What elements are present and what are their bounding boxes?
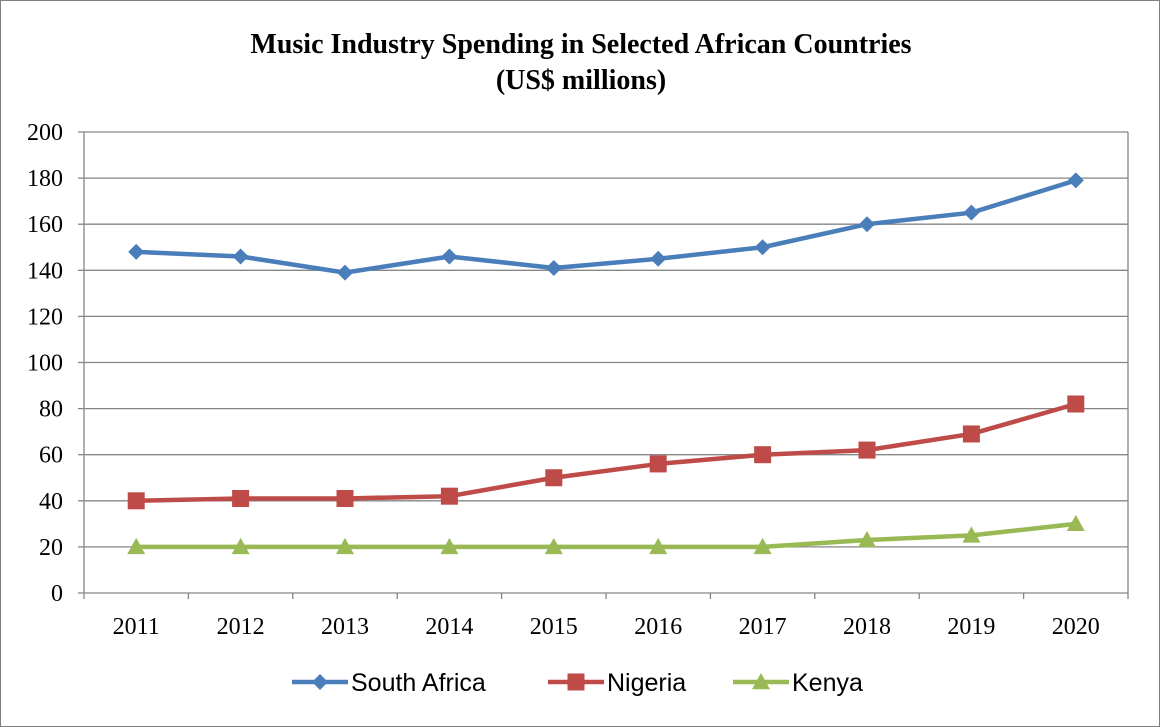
legend-marker-kenya <box>752 673 770 690</box>
y-tick-label: 140 <box>27 258 63 284</box>
legend-item-south-africa: South Africa <box>292 669 486 697</box>
axes <box>78 131 1129 599</box>
data-point-kenya <box>544 537 563 555</box>
data-point-nigeria <box>232 489 250 507</box>
x-tick-label: 2015 <box>530 614 578 640</box>
data-point-nigeria <box>127 492 145 510</box>
x-tick-labels: 2011 2012 2013 2014 2015 2016 2017 2018 2019 2020 <box>113 614 1100 640</box>
data-point-kenya <box>336 537 354 555</box>
data-point-south-africa <box>754 239 771 256</box>
series-line-south-africa <box>133 178 1079 275</box>
legend-marker-nigeria <box>567 673 585 691</box>
y-tick-label: 180 <box>27 166 63 192</box>
data-point-nigeria <box>440 487 458 505</box>
y-tick-label: 200 <box>27 120 63 146</box>
y-tick-label: 60 <box>39 443 63 469</box>
x-tick-label: 2011 <box>113 614 160 640</box>
data-point-south-africa <box>337 264 353 281</box>
x-tick-label: 2017 <box>739 614 787 640</box>
legend: South Africa Nigeria Kenya <box>292 669 863 697</box>
x-tick-label: 2012 <box>217 614 265 640</box>
data-point-kenya <box>649 537 668 555</box>
y-tick-label: 80 <box>39 397 63 423</box>
legend-label-south-africa: South Africa <box>351 669 486 697</box>
data-point-south-africa <box>1067 172 1084 189</box>
data-point-south-africa <box>232 248 249 265</box>
y-tick-label: 40 <box>39 489 63 515</box>
data-point-south-africa <box>441 248 458 265</box>
legend-label-kenya: Kenya <box>792 669 863 697</box>
data-point-nigeria <box>336 489 354 507</box>
y-tick-label: 120 <box>27 304 63 330</box>
data-point-nigeria <box>1067 395 1085 413</box>
x-tick-label: 2014 <box>425 614 473 640</box>
data-point-kenya <box>962 526 981 543</box>
legend-item-nigeria: Nigeria <box>548 669 686 697</box>
series-kenya <box>127 514 1085 555</box>
gridlines <box>84 131 1128 548</box>
y-tick-label: 100 <box>27 351 63 377</box>
series-line-nigeria <box>133 401 1079 504</box>
x-tick-label: 2020 <box>1052 614 1100 640</box>
series-nigeria <box>127 395 1085 510</box>
series-line-kenya <box>133 521 1079 550</box>
data-point-nigeria <box>649 455 667 473</box>
data-point-nigeria <box>858 441 876 459</box>
data-point-kenya <box>440 537 459 555</box>
y-tick-labels: 0 20 40 60 80 100 120 140 160 180 200 <box>27 120 63 607</box>
data-point-kenya <box>127 537 146 555</box>
data-point-kenya <box>858 530 876 548</box>
data-point-nigeria <box>754 446 772 464</box>
y-tick-label: 0 <box>51 581 63 607</box>
data-point-south-africa <box>545 259 562 276</box>
series-south-africa <box>128 172 1084 281</box>
data-point-south-africa <box>128 243 145 260</box>
chart-title: Music Industry Spending in Selected Afri… <box>250 29 912 60</box>
x-tick-label: 2018 <box>843 614 891 640</box>
legend-label-nigeria: Nigeria <box>607 669 686 697</box>
data-point-nigeria <box>962 425 980 443</box>
data-point-south-africa <box>963 204 980 221</box>
data-point-south-africa <box>650 250 667 267</box>
data-point-south-africa <box>859 216 875 233</box>
series-layer <box>127 172 1085 555</box>
x-tick-label: 2016 <box>634 614 682 640</box>
legend-item-kenya: Kenya <box>733 669 863 697</box>
y-tick-label: 160 <box>27 212 63 238</box>
y-tick-label: 20 <box>39 535 63 561</box>
data-point-kenya <box>1066 514 1085 532</box>
chart-subtitle: (US$ millions) <box>495 65 667 96</box>
data-point-kenya <box>753 537 772 555</box>
data-point-kenya <box>231 537 250 555</box>
x-tick-label: 2019 <box>947 614 995 640</box>
x-tick-label: 2013 <box>321 614 369 640</box>
data-point-nigeria <box>545 469 563 487</box>
legend-marker-south-africa <box>312 674 328 690</box>
